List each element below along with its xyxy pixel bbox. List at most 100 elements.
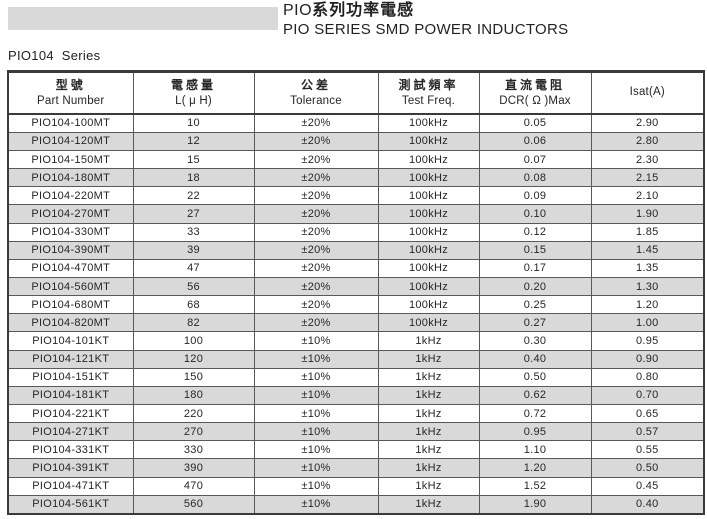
col-header-inductance-en: L( μ H) — [175, 94, 212, 107]
title-chinese: 系列功率電感 — [312, 2, 415, 19]
cell-part-number: PIO104-120MT — [7, 131, 134, 151]
cell-test-freq: 1kHz — [377, 476, 480, 496]
cell-inductance: 180 — [132, 385, 255, 405]
table-row: PIO104-390MT 39 ±20% 100kHz 0.15 1.45 — [7, 240, 705, 260]
cell-part-number: PIO104-181KT — [7, 385, 134, 405]
header-gray-bar — [8, 7, 278, 30]
col-header-test-freq-zh: 測試頻率 — [398, 77, 459, 92]
cell-tolerance: ±20% — [253, 313, 379, 333]
cell-inductance: 470 — [132, 476, 255, 496]
cell-dcr-max: 0.12 — [478, 222, 592, 242]
cell-dcr-max: 1.20 — [478, 458, 592, 478]
table-row: PIO104-101KT 100 ±10% 1kHz 0.30 0.95 — [7, 331, 705, 351]
cell-dcr-max: 0.62 — [478, 385, 592, 405]
cell-inductance: 68 — [132, 295, 255, 315]
cell-tolerance: ±20% — [253, 149, 379, 170]
cell-part-number: PIO104-150MT — [7, 149, 134, 170]
col-header-dcr-max-zh: 直流電阻 — [504, 77, 565, 92]
col-header-test-freq-en: Test Freq. — [401, 94, 456, 107]
cell-inductance: 150 — [132, 367, 255, 387]
cell-isat: 1.90 — [590, 204, 705, 224]
cell-dcr-max: 0.06 — [478, 131, 592, 151]
cell-test-freq: 1kHz — [377, 385, 480, 405]
cell-dcr-max: 1.10 — [478, 440, 592, 460]
cell-test-freq: 1kHz — [377, 367, 480, 387]
col-header-tolerance: 公差 Tolerance — [253, 71, 379, 115]
cell-isat: 2.90 — [590, 113, 705, 133]
cell-part-number: PIO104-100MT — [7, 113, 134, 133]
cell-isat: 1.00 — [590, 313, 705, 333]
cell-tolerance: ±10% — [253, 476, 379, 496]
cell-isat: 2.15 — [590, 168, 705, 188]
cell-part-number: PIO104-151KT — [7, 367, 134, 387]
cell-dcr-max: 0.07 — [478, 149, 592, 170]
table-row: PIO104-561KT 560 ±10% 1kHz 1.90 0.40 — [7, 494, 705, 515]
cell-isat: 1.45 — [590, 240, 705, 260]
title-block: PIO系列功率電感 PIO SERIES SMD POWER INDUCTORS — [283, 0, 568, 39]
table-row: PIO104-150MT 15 ±20% 100kHz 0.07 2.30 — [7, 149, 705, 170]
cell-dcr-max: 0.20 — [478, 276, 592, 297]
cell-test-freq: 1kHz — [377, 403, 480, 424]
cell-dcr-max: 0.95 — [478, 422, 592, 442]
cell-isat: 2.30 — [590, 149, 705, 170]
cell-tolerance: ±10% — [253, 440, 379, 460]
inductor-spec-table: 型號 Part Number 電感量 L( μ H) 公差 Tolerance … — [7, 70, 705, 515]
table-row: PIO104-391KT 390 ±10% 1kHz 1.20 0.50 — [7, 458, 705, 478]
table-header-row: 型號 Part Number 電感量 L( μ H) 公差 Tolerance … — [7, 71, 705, 115]
table-row: PIO104-330MT 33 ±20% 100kHz 0.12 1.85 — [7, 222, 705, 242]
table-row: PIO104-100MT 10 ±20% 100kHz 0.05 2.90 — [7, 113, 705, 133]
cell-test-freq: 1kHz — [377, 331, 480, 351]
col-header-dcr-max-en: DCR( Ω )Max — [499, 94, 571, 107]
col-header-part-number-en: Part Number — [37, 94, 105, 107]
cell-dcr-max: 0.08 — [478, 168, 592, 188]
cell-tolerance: ±20% — [253, 186, 379, 206]
table-row: PIO104-331KT 330 ±10% 1kHz 1.10 0.55 — [7, 440, 705, 460]
cell-test-freq: 100kHz — [377, 149, 480, 170]
col-header-inductance-zh: 電感量 — [170, 77, 216, 92]
cell-dcr-max: 1.52 — [478, 476, 592, 496]
cell-tolerance: ±20% — [253, 204, 379, 224]
cell-inductance: 18 — [132, 168, 255, 188]
cell-test-freq: 100kHz — [377, 240, 480, 260]
cell-inductance: 270 — [132, 422, 255, 442]
cell-part-number: PIO104-121KT — [7, 349, 134, 369]
cell-tolerance: ±20% — [253, 240, 379, 260]
cell-tolerance: ±10% — [253, 385, 379, 405]
cell-part-number: PIO104-270MT — [7, 204, 134, 224]
cell-isat: 1.35 — [590, 258, 705, 278]
cell-isat: 0.80 — [590, 367, 705, 387]
cell-test-freq: 100kHz — [377, 168, 480, 188]
table-row: PIO104-680MT 68 ±20% 100kHz 0.25 1.20 — [7, 295, 705, 315]
cell-tolerance: ±10% — [253, 403, 379, 424]
title-prefix: PIO — [283, 2, 313, 19]
cell-tolerance: ±20% — [253, 258, 379, 278]
col-header-tolerance-zh: 公差 — [300, 77, 331, 92]
cell-part-number: PIO104-101KT — [7, 331, 134, 351]
table-row: PIO104-121KT 120 ±10% 1kHz 0.40 0.90 — [7, 349, 705, 369]
cell-tolerance: ±20% — [253, 295, 379, 315]
cell-part-number: PIO104-560MT — [7, 276, 134, 297]
cell-part-number: PIO104-470MT — [7, 258, 134, 278]
cell-part-number: PIO104-561KT — [7, 494, 134, 515]
col-header-test-freq: 測試頻率 Test Freq. — [377, 71, 480, 115]
cell-dcr-max: 1.90 — [478, 494, 592, 515]
cell-tolerance: ±10% — [253, 494, 379, 515]
page-subtitle: PIO SERIES SMD POWER INDUCTORS — [283, 21, 569, 38]
cell-part-number: PIO104-471KT — [7, 476, 134, 496]
table-row: PIO104-220MT 22 ±20% 100kHz 0.09 2.10 — [7, 186, 705, 206]
cell-inductance: 100 — [132, 331, 255, 351]
cell-inductance: 15 — [132, 149, 255, 170]
cell-inductance: 120 — [132, 349, 255, 369]
cell-test-freq: 1kHz — [377, 494, 480, 515]
cell-inductance: 220 — [132, 403, 255, 424]
cell-dcr-max: 0.10 — [478, 204, 592, 224]
cell-isat: 0.70 — [590, 385, 705, 405]
cell-test-freq: 100kHz — [377, 276, 480, 297]
cell-inductance: 39 — [132, 240, 255, 260]
cell-part-number: PIO104-220MT — [7, 186, 134, 206]
table-row: PIO104-470MT 47 ±20% 100kHz 0.17 1.35 — [7, 258, 705, 278]
cell-test-freq: 100kHz — [377, 258, 480, 278]
cell-tolerance: ±20% — [253, 168, 379, 188]
cell-part-number: PIO104-680MT — [7, 295, 134, 315]
